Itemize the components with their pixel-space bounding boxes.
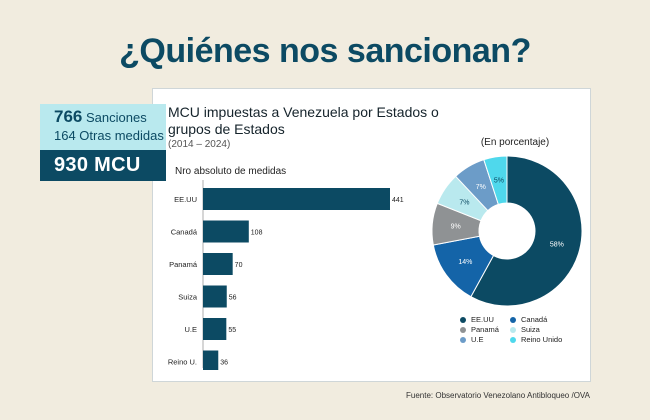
legend-item: Canadá	[510, 315, 580, 324]
legend-label: Panamá	[471, 325, 499, 334]
legend-item: Panamá	[460, 325, 510, 334]
legend-item: EE.UU	[460, 315, 510, 324]
legend-item: Suiza	[510, 325, 580, 334]
legend-dot	[460, 336, 466, 343]
bar-chart: EE.UU 441 Canadá 108 Panamá 70 Suiza 56 U.E 55 Rei…	[168, 180, 404, 370]
chart-subtitle: (2014 – 2024)	[168, 139, 231, 150]
bar-value-label: 70	[235, 262, 243, 269]
bar-category-label: Panamá	[169, 260, 198, 269]
legend-label: Suiza	[521, 325, 540, 334]
donut-slice-label: 5%	[494, 178, 504, 185]
bar	[203, 188, 390, 210]
sanctions-number: 766	[54, 107, 83, 126]
donut-slice-label: 7%	[476, 184, 486, 191]
bar-category-label: Reino U.	[168, 358, 197, 367]
donut-slice-label: 14%	[458, 259, 472, 266]
bar	[203, 253, 233, 275]
bar-category-label: Canadá	[171, 228, 198, 237]
legend-dot	[460, 316, 466, 323]
chart-title: MCU impuestas a Venezuela por Estados o …	[168, 104, 439, 137]
sanctions-label: Sanciones	[86, 110, 147, 125]
bar-value-label: 55	[228, 327, 236, 334]
legend-label: U.E	[471, 335, 484, 344]
legend-dot	[510, 326, 516, 333]
legend-item: Reino Unido	[510, 335, 580, 344]
sanctions-line: 766 Sanciones	[54, 108, 166, 127]
bar	[203, 350, 219, 370]
bar-axis-label: Nro absoluto de medidas	[175, 166, 287, 177]
donut-slice	[470, 155, 583, 307]
legend-label: Canadá	[521, 315, 548, 324]
bar	[203, 318, 227, 340]
legend-dot	[510, 316, 516, 323]
legend-dot	[510, 336, 516, 343]
donut-slice-label: 9%	[451, 224, 461, 231]
donut-title: (En porcentaje)	[480, 137, 550, 148]
legend-label: EE.UU	[471, 315, 494, 324]
stats-box: 766 Sanciones 164 Otras medidas	[40, 104, 166, 150]
donut-slice-label: 58%	[550, 241, 564, 248]
bar	[203, 220, 249, 243]
legend-label: Reino Unido	[521, 335, 563, 344]
bar-value-label: 56	[229, 295, 237, 302]
page-title: ¿Quiénes nos sancionan?	[119, 32, 531, 70]
bar-value-label: 108	[251, 230, 263, 237]
source-note: Fuente: Observatorio Venezolano Antibloq…	[406, 391, 590, 400]
donut-legend: EE.UU Canadá Panamá Suiza U.E Reino Unido	[460, 315, 585, 344]
donut-chart: 58% 14% 9% 7% 7% 5%	[431, 155, 583, 307]
total-mcu: 930 MCU	[40, 150, 166, 181]
legend-dot	[460, 326, 466, 333]
other-measures: 164 Otras medidas	[54, 128, 164, 143]
legend-item: U.E	[460, 335, 510, 344]
bar-value-label: 441	[392, 197, 404, 204]
bar	[203, 285, 227, 308]
bar-category-label: U.E	[184, 325, 197, 334]
donut-slice	[483, 155, 508, 206]
bar-value-label: 36	[220, 360, 228, 367]
bar-category-label: EE.UU	[174, 195, 197, 204]
bar-category-label: Suiza	[178, 293, 198, 302]
donut-slice-label: 7%	[459, 200, 469, 207]
